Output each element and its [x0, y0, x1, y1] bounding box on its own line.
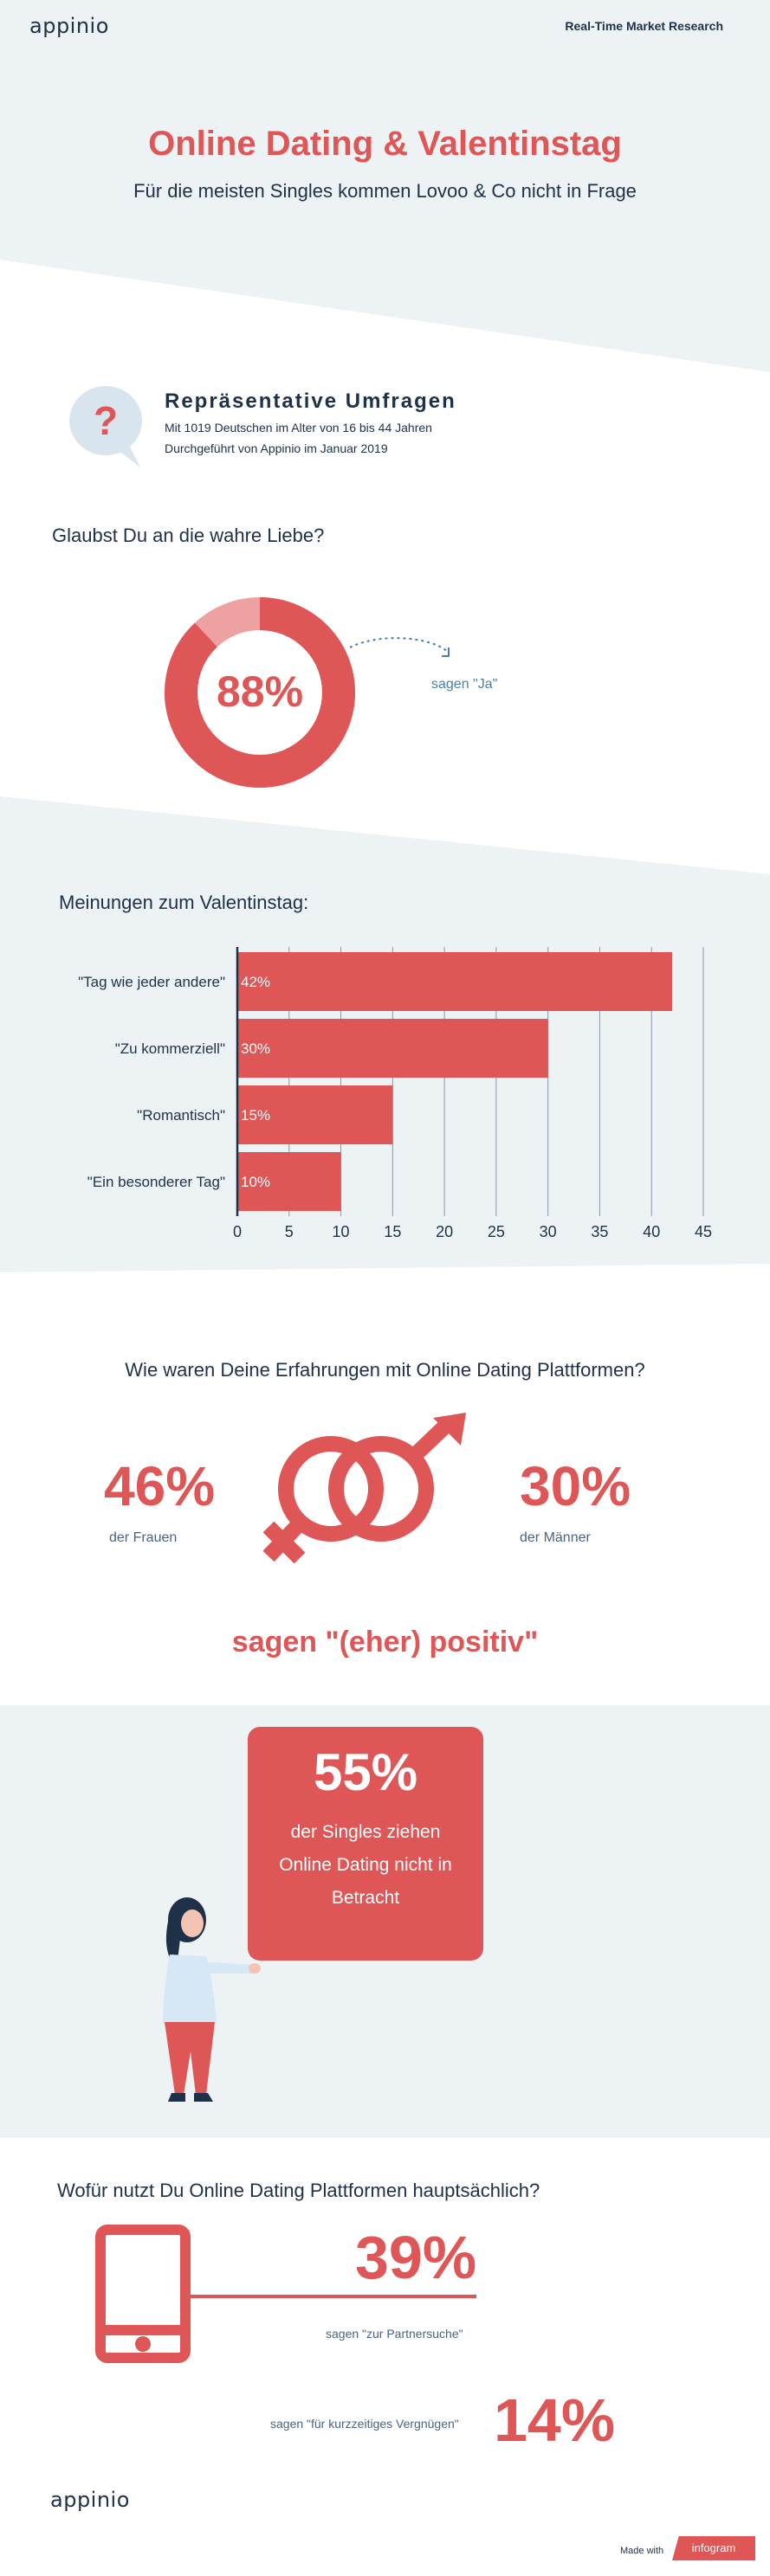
singles-line-2: Online Dating nicht in — [279, 1855, 452, 1875]
footer-logo[interactable]: appinio — [50, 2488, 130, 2512]
singles-percent: 55% — [313, 1743, 418, 1801]
fun-label: sagen "für kurzzeitiges Vergnügen" — [270, 2417, 459, 2431]
men-percent: 30% — [520, 1455, 631, 1517]
header-tagline: Real-Time Market Research — [565, 19, 723, 33]
fun-percent: 14% — [494, 2386, 616, 2454]
infogram-badge[interactable]: infogram — [672, 2536, 755, 2560]
survey-line-1: Mit 1019 Deutschen im Alter von 16 bis 4… — [165, 421, 432, 435]
survey-heading: Repräsentative Umfragen — [165, 390, 456, 413]
singles-card: 55% der Singles ziehen Online Dating nic… — [248, 1727, 483, 1961]
x-tick-label: 35 — [591, 1223, 608, 1240]
page-title: Online Dating & Valentinstag — [148, 125, 622, 163]
x-tick-label: 15 — [384, 1223, 401, 1240]
smartphone-icon — [95, 2225, 191, 2363]
usage-question: Wofür nutzt Du Online Dating Plattformen… — [57, 2180, 540, 2201]
value-label: 15% — [241, 1107, 270, 1124]
made-with-label: Made with — [620, 2546, 664, 2556]
survey-line-2: Durchgeführt von Appinio im Januar 2019 — [165, 441, 388, 455]
bar — [237, 1152, 341, 1211]
valentine-bar-chart: 0 5 10 15 20 25 30 35 40 45 "Tag wie jeder andere"… — [78, 947, 712, 1240]
bar — [237, 1019, 548, 1078]
women-label: der Frauen — [109, 1530, 178, 1545]
love-caption: sagen "Ja" — [431, 677, 498, 692]
valentine-heading: Meinungen zum Valentinstag: — [59, 892, 309, 913]
value-label: 10% — [241, 1174, 270, 1190]
category-label: "Ein besonderer Tag" — [87, 1174, 225, 1190]
love-percent: 88% — [216, 667, 304, 716]
x-tick-label: 10 — [333, 1223, 350, 1240]
gender-symbols-icon — [262, 1413, 466, 1564]
x-tick-label: 5 — [285, 1223, 294, 1240]
x-tick-label: 45 — [695, 1223, 712, 1240]
singles-line-3: Betracht — [331, 1888, 400, 1908]
love-question: Glaubst Du an die wahre Liebe? — [52, 525, 325, 546]
dotted-arrow-icon — [349, 637, 450, 657]
x-tick-label: 40 — [643, 1223, 660, 1240]
category-label: "Romantisch" — [137, 1107, 225, 1124]
bar — [237, 1085, 393, 1144]
bar — [237, 952, 673, 1011]
woman-illustration — [163, 1897, 261, 2102]
men-label: der Männer — [520, 1530, 591, 1545]
partner-label: sagen "zur Partnersuche" — [326, 2327, 463, 2341]
x-tick-label: 20 — [436, 1223, 453, 1240]
x-tick-label: 25 — [488, 1223, 505, 1240]
value-label: 42% — [241, 974, 270, 990]
partner-percent: 39% — [355, 2224, 477, 2291]
donut-yes-segment — [165, 597, 355, 788]
svg-text:?: ? — [94, 398, 118, 443]
love-donut-chart — [165, 597, 355, 788]
question-bubble-icon: ? — [69, 386, 142, 467]
partner-line — [189, 2295, 476, 2298]
women-percent: 46% — [104, 1455, 216, 1517]
x-tick-label: 30 — [540, 1223, 557, 1240]
value-label: 30% — [241, 1040, 270, 1057]
singles-text: der Singles ziehen Online Dating nicht i… — [248, 1816, 483, 1915]
singles-line-1: der Singles ziehen — [290, 1822, 441, 1842]
experience-question: Wie waren Deine Erfahrungen mit Online D… — [125, 1359, 645, 1381]
category-label: "Zu kommerziell" — [115, 1040, 225, 1057]
category-label: "Tag wie jeder andere" — [78, 974, 225, 990]
x-tick-label: 0 — [233, 1223, 242, 1240]
header-logo[interactable]: appinio — [29, 14, 109, 38]
page-subtitle: Für die meisten Singles kommen Lovoo & C… — [133, 180, 637, 202]
experience-summary: sagen "(eher) positiv" — [231, 1626, 539, 1658]
